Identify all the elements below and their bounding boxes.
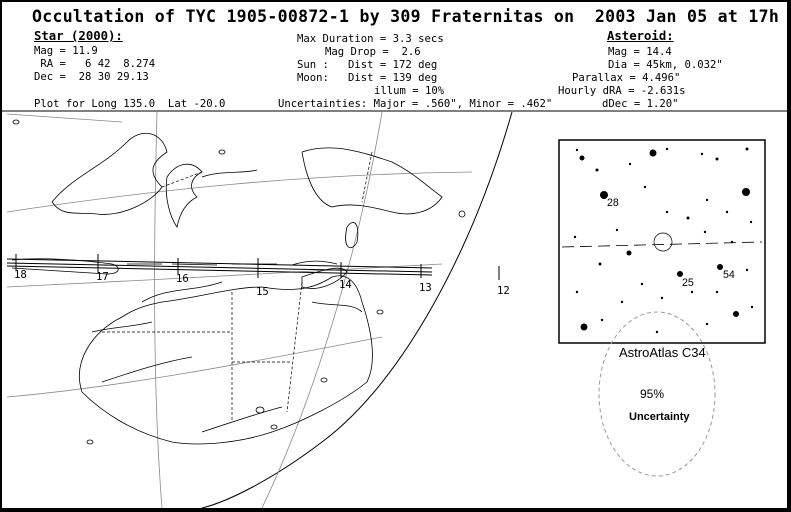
star-label: 54 bbox=[723, 269, 735, 281]
star-label: 25 bbox=[682, 277, 694, 289]
star-ra: RA = 6 42 8.274 bbox=[34, 58, 156, 70]
time-tick-label: 17 bbox=[96, 271, 109, 283]
target-star-circle bbox=[653, 232, 673, 252]
asteroid-mag: Mag = 14.4 bbox=[608, 46, 672, 58]
time-tick-label: 12 bbox=[497, 285, 510, 297]
time-tick-label: 15 bbox=[256, 286, 269, 298]
earth-limb bbox=[201, 111, 513, 508]
graticule bbox=[6, 111, 473, 508]
shadow-path bbox=[6, 258, 433, 276]
coastlines bbox=[11, 132, 443, 445]
time-tick-label: 16 bbox=[176, 273, 189, 285]
uncertainties: Uncertainties: Major = .560", Minor = .4… bbox=[278, 98, 553, 110]
moon-illum: illum = 10% bbox=[374, 85, 445, 97]
star-header: Star (2000): bbox=[34, 29, 123, 43]
time-tick-label: 13 bbox=[419, 282, 432, 294]
star-chart-frame bbox=[558, 139, 766, 344]
uncertainty-label: Uncertainty bbox=[629, 411, 690, 423]
star-chart-stars bbox=[573, 147, 754, 334]
asteroid-parallax: Parallax = 4.496" bbox=[572, 72, 681, 84]
time-tick-label: 18 bbox=[14, 269, 27, 281]
asteroid-ddec: dDec = 1.20" bbox=[602, 98, 679, 110]
star-chart-caption: AstroAtlas C34 bbox=[619, 345, 706, 360]
star-dec: Dec = 28 30 29.13 bbox=[34, 71, 149, 83]
asteroid-hourly-dra: Hourly dRA = -2.631s bbox=[558, 85, 686, 97]
time-tick-label: 14 bbox=[339, 279, 352, 291]
uncertainty-ellipse bbox=[598, 311, 716, 477]
boundaries bbox=[102, 151, 373, 422]
moon-distance: Moon: Dist = 139 deg bbox=[297, 72, 438, 84]
asteroid-dia: Dia = 45km, 0.032" bbox=[608, 59, 723, 71]
mag-drop: Mag Drop = 2.6 bbox=[325, 46, 421, 58]
sun-distance: Sun : Dist = 172 deg bbox=[297, 59, 438, 71]
islands bbox=[12, 119, 466, 445]
time-tick-marks bbox=[15, 254, 500, 280]
max-duration: Max Duration = 3.3 secs bbox=[297, 33, 444, 45]
plot-location: Plot for Long 135.0 Lat -20.0 bbox=[34, 98, 226, 110]
star-mag: Mag = 11.9 bbox=[34, 45, 98, 57]
star-label: 28 bbox=[607, 197, 619, 209]
star-chart-path bbox=[561, 241, 763, 248]
uncertainty-percent: 95% bbox=[640, 387, 665, 401]
event-title: Occultation of TYC 1905-00872-1 by 309 F… bbox=[32, 7, 791, 26]
asteroid-header: Asteroid: bbox=[607, 29, 674, 43]
